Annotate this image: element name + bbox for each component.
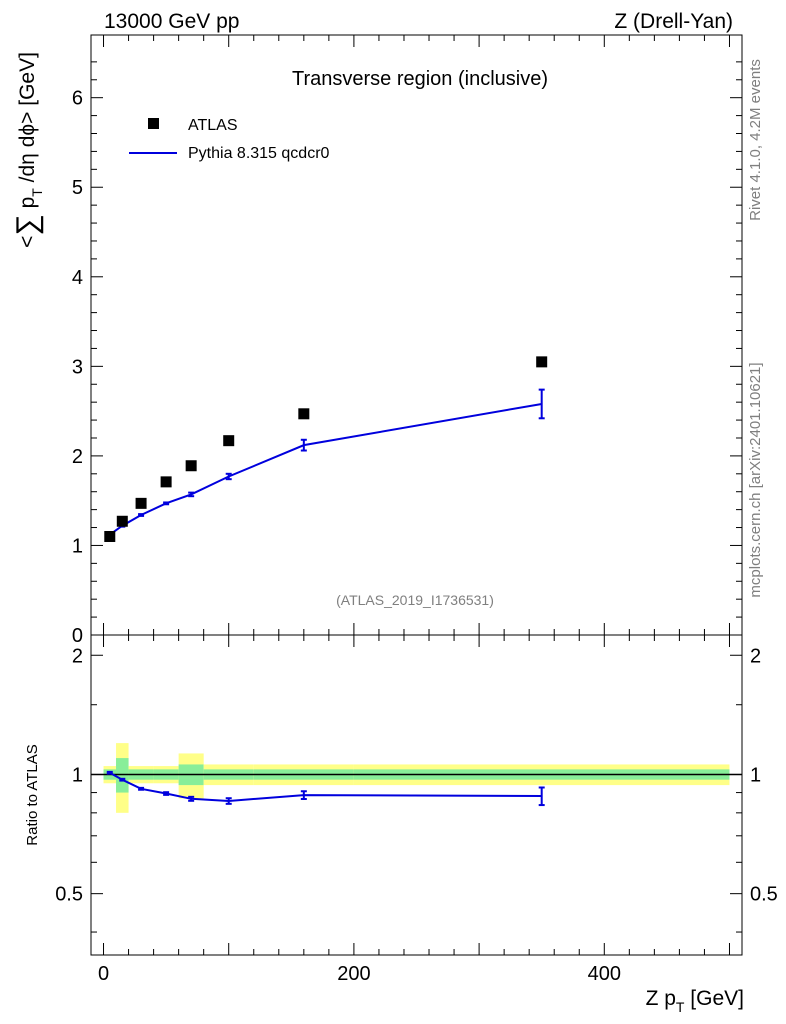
data-marks bbox=[104, 356, 548, 807]
atlas-point bbox=[104, 530, 116, 542]
legend-atlas-marker bbox=[148, 118, 159, 129]
header-right-label: Z (Drell-Yan) bbox=[614, 10, 733, 33]
svg-text:<∑ pT /dη dϕ> [GeV]: <∑ pT /dη dϕ> [GeV] bbox=[11, 52, 45, 248]
band-stat-1 bbox=[116, 758, 129, 793]
atlas-point bbox=[223, 435, 235, 447]
pythia-line bbox=[109, 402, 542, 536]
ratio-line bbox=[109, 771, 542, 802]
atlas-point bbox=[185, 460, 197, 472]
main-y-tick-label: 2 bbox=[72, 446, 83, 468]
main-y-tick-label: 4 bbox=[72, 267, 83, 289]
ratio-uncertainty-bands bbox=[103, 743, 730, 813]
x-axis-label: Z pT [GeV] bbox=[646, 987, 744, 1015]
atlas-point bbox=[135, 497, 147, 509]
main-y-axis-label: <∑ pT /dη dϕ> [GeV] bbox=[11, 52, 45, 248]
ratio-y-tick-label-left: 1 bbox=[72, 764, 83, 786]
ratio-frame bbox=[90, 634, 743, 956]
ratio-y-tick-label-left: 0.5 bbox=[55, 884, 83, 906]
x-tick-label: 200 bbox=[337, 963, 370, 985]
ratio-y-tick-label-right: 0.5 bbox=[750, 884, 778, 906]
rivet-version-label: Rivet 4.1.0, 4.2M events bbox=[747, 59, 764, 221]
mcplots-label: mcplots.cern.ch [arXiv:2401.10621] bbox=[747, 362, 764, 597]
plot-title: Transverse region (inclusive) bbox=[292, 68, 548, 90]
main-y-tick-label: 6 bbox=[72, 88, 83, 110]
main-y-tick-label: 1 bbox=[72, 535, 83, 557]
main-y-tick-label: 0 bbox=[72, 625, 83, 647]
atlas-point bbox=[298, 408, 310, 420]
header-left-label: 13000 GeV pp bbox=[104, 10, 239, 33]
x-tick-label: 400 bbox=[588, 963, 621, 985]
ratio-y-axis-label: Ratio to ATLAS bbox=[24, 744, 41, 845]
legend-pythia-label: Pythia 8.315 qcdcr0 bbox=[188, 145, 330, 162]
atlas-point bbox=[536, 356, 548, 368]
x-tick-label: 0 bbox=[98, 963, 109, 985]
main-y-tick-label: 5 bbox=[72, 177, 83, 199]
main-y-tick-label: 3 bbox=[72, 356, 83, 378]
atlas-point bbox=[116, 515, 128, 527]
legend-atlas-label: ATLAS bbox=[188, 117, 238, 134]
atlas-point bbox=[160, 476, 172, 488]
ratio-y-tick-label-left: 2 bbox=[72, 645, 83, 667]
ratio-y-tick-label-right: 1 bbox=[750, 764, 761, 786]
analysis-label: (ATLAS_2019_I1736531) bbox=[336, 592, 494, 608]
ratio-y-tick-label-right: 2 bbox=[750, 645, 761, 667]
axes: 0 1 2 3 4 5 6 0 200 400 0.5 0.5 1 1 2 2 bbox=[55, 34, 778, 985]
